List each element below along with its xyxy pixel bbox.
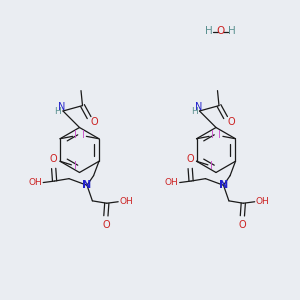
Text: N: N	[58, 102, 65, 112]
Text: O: O	[50, 154, 58, 164]
Text: N: N	[195, 102, 202, 112]
Text: O: O	[186, 154, 194, 164]
Text: O: O	[102, 220, 110, 230]
Text: I: I	[218, 130, 221, 140]
Text: H: H	[205, 26, 213, 37]
Text: OH: OH	[256, 197, 270, 206]
Text: I: I	[82, 130, 85, 140]
Text: N: N	[82, 180, 91, 190]
Text: H: H	[191, 107, 197, 116]
Text: I: I	[74, 161, 77, 171]
Text: OH: OH	[28, 178, 42, 187]
Text: O: O	[227, 117, 235, 127]
Text: OH: OH	[165, 178, 178, 187]
Text: I: I	[211, 130, 214, 140]
Text: O: O	[238, 220, 246, 230]
Text: I: I	[74, 130, 77, 140]
Text: O: O	[91, 117, 98, 127]
Text: I: I	[210, 161, 213, 171]
Text: O: O	[216, 26, 225, 37]
Text: H: H	[228, 26, 236, 37]
Text: N: N	[219, 180, 228, 190]
Text: H: H	[54, 107, 61, 116]
Text: OH: OH	[119, 197, 133, 206]
